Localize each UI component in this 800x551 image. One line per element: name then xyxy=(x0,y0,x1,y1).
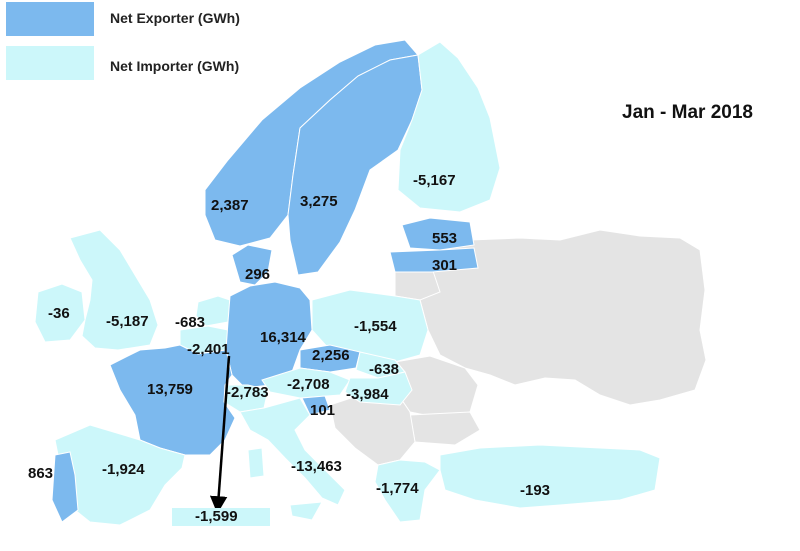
country-denmark xyxy=(231,244,273,286)
value-czechia: 2,256 xyxy=(312,347,350,364)
country-latvia xyxy=(389,247,479,273)
country-slovenia xyxy=(301,395,331,416)
country-russia-belarus-ukraine xyxy=(417,229,707,406)
country-finland xyxy=(397,41,501,213)
value-netherlands: -683 xyxy=(175,314,206,331)
legend-swatch-exporter xyxy=(6,2,94,36)
value-belgium: -2,401 xyxy=(187,341,230,358)
country-hungary xyxy=(344,371,413,406)
value-ireland: -36 xyxy=(48,305,70,322)
value-greece: -1,774 xyxy=(376,480,419,497)
value-estonia: 553 xyxy=(432,230,458,247)
value-luxembourg: -1,599 xyxy=(195,508,238,525)
value-france: 13,759 xyxy=(147,381,193,398)
value-hungary: -3,984 xyxy=(346,386,389,403)
country-france xyxy=(109,344,236,456)
country-italy xyxy=(239,397,346,506)
value-norway: 2,387 xyxy=(211,197,249,214)
country-italy-sicily xyxy=(289,501,323,521)
value-sweden: 3,275 xyxy=(300,193,338,210)
legend-label-exporter: Net Exporter (GWh) xyxy=(110,10,240,26)
legend-swatch-importer xyxy=(6,46,94,80)
country-estonia xyxy=(401,217,475,251)
value-slovakia: -638 xyxy=(369,361,400,378)
country-bulgaria xyxy=(409,411,481,446)
value-germany: 16,314 xyxy=(260,329,306,346)
luxembourg-arrow xyxy=(209,355,231,514)
value-spain: -1,924 xyxy=(102,461,145,478)
legend-label-importer: Net Importer (GWh) xyxy=(110,58,240,74)
value-poland: -1,554 xyxy=(354,318,397,335)
value-italy: -13,463 xyxy=(291,458,342,475)
other-countries xyxy=(329,229,707,466)
country-poland xyxy=(311,289,429,363)
value-latvia: 301 xyxy=(432,257,458,274)
country-ireland xyxy=(34,283,86,343)
value-portugal: 863 xyxy=(28,465,54,482)
value-turkey: -193 xyxy=(520,482,551,499)
luxembourg-label-box xyxy=(172,508,270,526)
country-portugal xyxy=(51,451,79,523)
value-slovenia: 101 xyxy=(310,402,336,419)
value-denmark: 296 xyxy=(245,266,271,283)
country-uk xyxy=(69,229,159,351)
value-austria: -2,708 xyxy=(287,376,330,393)
country-austria xyxy=(261,367,351,399)
covered-countries xyxy=(34,39,661,526)
country-sweden xyxy=(287,54,423,276)
map-title: Jan - Mar 2018 xyxy=(622,102,753,123)
value-switzerland: -2,783 xyxy=(226,384,269,401)
country-turkey xyxy=(439,444,661,509)
value-finland: -5,167 xyxy=(413,172,456,189)
value-uk: -5,187 xyxy=(106,313,149,330)
country-greece xyxy=(374,459,441,523)
country-italy-sardinia xyxy=(247,447,265,479)
